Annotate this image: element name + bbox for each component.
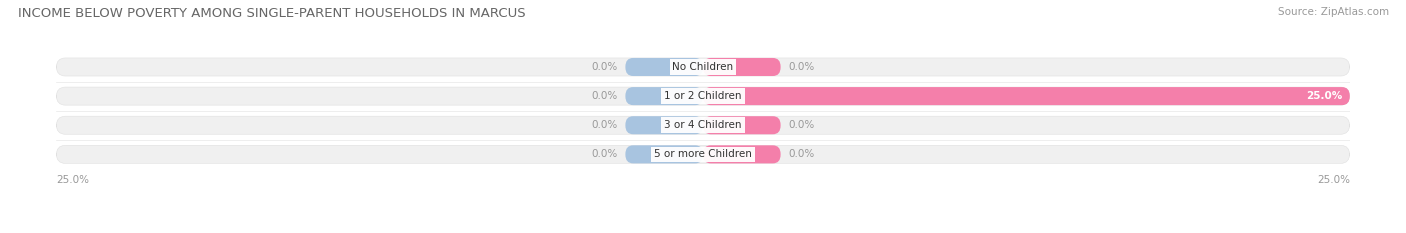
FancyBboxPatch shape (56, 87, 1350, 105)
Text: 0.0%: 0.0% (789, 120, 814, 130)
FancyBboxPatch shape (626, 116, 703, 134)
Text: 25.0%: 25.0% (56, 175, 89, 185)
Text: 25.0%: 25.0% (1317, 175, 1350, 185)
Legend: Single Father, Single Mother: Single Father, Single Mother (610, 231, 796, 233)
Text: 1 or 2 Children: 1 or 2 Children (664, 91, 742, 101)
FancyBboxPatch shape (626, 87, 703, 105)
Text: 0.0%: 0.0% (592, 149, 617, 159)
FancyBboxPatch shape (703, 58, 780, 76)
FancyBboxPatch shape (56, 145, 1350, 163)
FancyBboxPatch shape (703, 145, 780, 163)
FancyBboxPatch shape (56, 116, 1350, 134)
Text: 25.0%: 25.0% (1306, 91, 1341, 101)
FancyBboxPatch shape (703, 87, 1350, 105)
FancyBboxPatch shape (703, 116, 780, 134)
Text: Source: ZipAtlas.com: Source: ZipAtlas.com (1278, 7, 1389, 17)
Text: 5 or more Children: 5 or more Children (654, 149, 752, 159)
FancyBboxPatch shape (626, 145, 703, 163)
Text: 0.0%: 0.0% (592, 62, 617, 72)
Text: 0.0%: 0.0% (592, 91, 617, 101)
Text: 0.0%: 0.0% (592, 120, 617, 130)
Text: INCOME BELOW POVERTY AMONG SINGLE-PARENT HOUSEHOLDS IN MARCUS: INCOME BELOW POVERTY AMONG SINGLE-PARENT… (18, 7, 526, 20)
FancyBboxPatch shape (56, 58, 1350, 76)
Text: 3 or 4 Children: 3 or 4 Children (664, 120, 742, 130)
FancyBboxPatch shape (626, 58, 703, 76)
Text: 0.0%: 0.0% (789, 149, 814, 159)
Text: 0.0%: 0.0% (789, 62, 814, 72)
Text: No Children: No Children (672, 62, 734, 72)
